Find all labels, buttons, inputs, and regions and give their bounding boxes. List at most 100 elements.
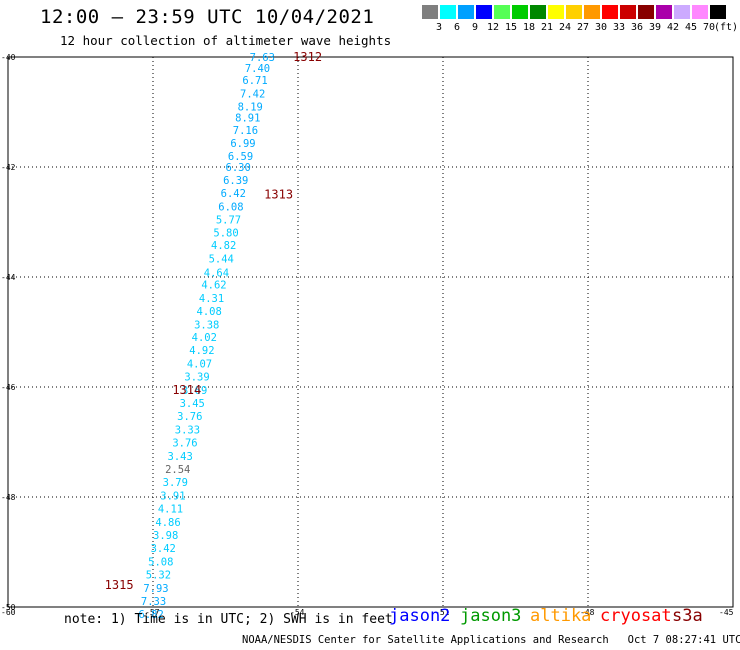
wave-height-value: 7.93 [143, 583, 168, 595]
color-scale-label: 33 [612, 22, 626, 33]
color-scale-label: 42 [666, 22, 680, 33]
color-swatch [674, 5, 690, 19]
satellite-legend-s3a: s3a [672, 606, 703, 626]
color-swatch [494, 5, 510, 19]
longitude-tick-label: -54 [290, 608, 305, 617]
color-swatch [512, 5, 528, 19]
wave-height-value: 2.54 [165, 464, 190, 476]
color-swatch [566, 5, 582, 19]
wave-height-value: 6.71 [242, 75, 267, 87]
longitude-tick-label: -51 [435, 608, 450, 617]
map-frame [7, 56, 734, 608]
wave-height-value: 6.08 [218, 202, 243, 214]
color-swatch [458, 5, 474, 19]
color-scale-label: 30 [594, 22, 608, 33]
color-swatch [710, 5, 726, 19]
wave-height-value: 3.43 [168, 451, 193, 463]
wave-height-value: 4.08 [197, 306, 222, 318]
wave-height-value: 4.31 [199, 293, 224, 305]
latitude-tick-label: -42 [1, 163, 16, 172]
latitude-tick-label: -46 [1, 383, 16, 392]
color-swatch [440, 5, 456, 19]
color-swatch [584, 5, 600, 19]
wave-height-value: 8.91 [235, 113, 260, 125]
wave-height-value: 5.80 [213, 227, 238, 239]
satellite-legend-jason3: jason3 [460, 606, 522, 626]
longitude-tick-label: -45 [719, 608, 734, 617]
latitude-tick-label: -44 [1, 273, 16, 282]
wave-height-value: 7.42 [240, 88, 265, 100]
wave-height-value: 8.19 [238, 102, 263, 114]
wave-height-value: 3.42 [151, 543, 176, 555]
pass-number-label: 1312 [293, 50, 322, 64]
wave-height-value: 5.44 [209, 253, 234, 265]
color-swatch [602, 5, 618, 19]
longitude-tick-label: -60 [1, 608, 16, 617]
color-scale-label: 6 [453, 22, 461, 33]
color-scale-label: 3 [435, 22, 443, 33]
wave-height-value: 3.69 [182, 385, 207, 397]
color-scale-label: 70 [702, 22, 716, 33]
generated-timestamp: Oct 7 08:27:41 UTC 2021 [627, 634, 740, 646]
pass-number-label: 1315 [105, 578, 134, 592]
wave-height-value: 6.59 [228, 151, 253, 163]
wave-height-value: 4.11 [158, 504, 183, 516]
color-scale-label: 21 [540, 22, 554, 33]
wave-height-value: 4.82 [211, 240, 236, 252]
color-swatch [476, 5, 492, 19]
satellite-legend-cryosat: cryosat [600, 606, 672, 626]
wave-height-value: 7.33 [141, 596, 166, 608]
wave-height-value: 6.42 [221, 188, 246, 200]
wave-height-value: 3.76 [177, 411, 202, 423]
wave-height-value: 3.38 [194, 319, 219, 331]
longitude-tick-label: -57 [145, 608, 160, 617]
wave-height-value: 3.45 [180, 398, 205, 410]
wave-height-value: 5.08 [148, 556, 173, 568]
color-swatch [620, 5, 636, 19]
wave-height-value: 4.62 [201, 280, 226, 292]
satellite-legend-jason2: jason2 [389, 606, 451, 626]
color-scale-label: 27 [576, 22, 590, 33]
wave-height-value: 3.98 [153, 530, 178, 542]
wave-height-value: 3.76 [172, 438, 197, 450]
wave-height-value: 7.63 [250, 52, 275, 64]
color-scale-label: 18 [522, 22, 536, 33]
map-subtitle: 12 hour collection of altimeter wave hei… [60, 33, 392, 48]
wave-height-value: 7.16 [233, 125, 258, 137]
color-swatch [530, 5, 546, 19]
wave-height-value: 3.79 [163, 477, 188, 489]
latitude-tick-label: -48 [1, 493, 16, 502]
color-scale-label: 12 [486, 22, 500, 33]
units-note: note: 1) Time is in UTC; 2) SWH is in fe… [64, 612, 393, 627]
color-scale-unit: (ft) [714, 22, 739, 33]
color-swatch [548, 5, 564, 19]
color-scale-label: 36 [630, 22, 644, 33]
wave-height-value: 4.86 [155, 517, 180, 529]
wave-height-value: 6.82 [139, 609, 164, 621]
wave-height-value: 4.07 [187, 358, 212, 370]
wave-height-value: 7.40 [245, 63, 270, 75]
wave-height-value: 3.33 [175, 424, 200, 436]
satellite-legend-altika: altika [530, 606, 592, 626]
longitude-tick-label: -48 [580, 608, 595, 617]
color-scale-label: 9 [471, 22, 479, 33]
color-scale-label: 45 [684, 22, 698, 33]
pass-number-label: 1314 [172, 383, 201, 397]
color-swatch [638, 5, 654, 19]
latitude-tick-label: -40 [1, 53, 16, 62]
wave-height-value: 4.02 [192, 332, 217, 344]
map-title: 12:00 – 23:59 UTC 10/04/2021 [40, 6, 375, 28]
wave-height-value: 5.32 [146, 570, 171, 582]
color-swatch [656, 5, 672, 19]
footer: NOAA/NESDIS Center for Satellite Applica… [242, 634, 740, 646]
latitude-tick-label: -50 [1, 603, 16, 612]
wave-height-value: 4.92 [189, 345, 214, 357]
wave-height-value: 3.39 [184, 372, 209, 384]
wave-height-value: 3.91 [160, 490, 185, 502]
color-scale-label: 24 [558, 22, 572, 33]
credit-text: NOAA/NESDIS Center for Satellite Applica… [242, 634, 609, 646]
color-swatch [692, 5, 708, 19]
wave-height-value: 6.30 [226, 162, 251, 174]
wave-height-value: 4.64 [204, 268, 229, 280]
